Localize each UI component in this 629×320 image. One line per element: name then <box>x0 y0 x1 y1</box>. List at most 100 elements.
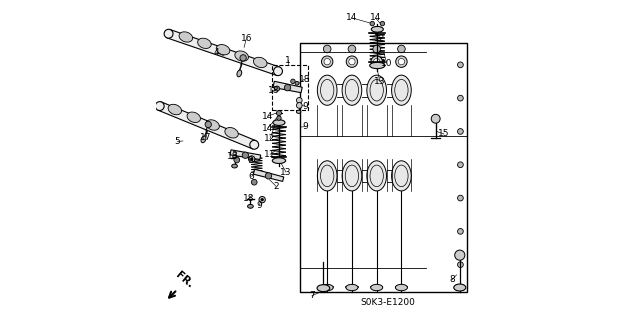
Bar <box>272 66 308 110</box>
Text: 4: 4 <box>214 48 220 57</box>
Ellipse shape <box>346 284 358 291</box>
Circle shape <box>457 262 464 268</box>
Text: 18: 18 <box>227 152 238 161</box>
Ellipse shape <box>370 62 385 69</box>
Circle shape <box>296 98 302 103</box>
Circle shape <box>371 56 382 68</box>
Ellipse shape <box>392 75 411 105</box>
Text: 15: 15 <box>438 130 450 139</box>
Ellipse shape <box>318 75 337 105</box>
Ellipse shape <box>237 70 242 77</box>
Text: 13: 13 <box>280 168 292 177</box>
Ellipse shape <box>273 120 285 125</box>
Circle shape <box>277 116 281 120</box>
Text: 9: 9 <box>302 101 308 111</box>
Ellipse shape <box>392 161 411 191</box>
Text: S0K3-E1200: S0K3-E1200 <box>360 298 415 307</box>
Circle shape <box>261 198 264 201</box>
Circle shape <box>155 102 164 110</box>
Text: 14: 14 <box>346 13 358 22</box>
Ellipse shape <box>253 57 267 68</box>
Circle shape <box>323 45 331 53</box>
Circle shape <box>259 196 265 203</box>
Ellipse shape <box>342 75 362 105</box>
Text: 8: 8 <box>449 276 455 284</box>
Text: 18: 18 <box>268 86 280 95</box>
Bar <box>300 43 467 292</box>
Ellipse shape <box>370 284 382 291</box>
Circle shape <box>457 195 464 201</box>
Polygon shape <box>253 169 284 181</box>
Circle shape <box>457 228 464 234</box>
Text: 7: 7 <box>309 291 315 300</box>
Text: 11: 11 <box>264 150 276 159</box>
Text: 3: 3 <box>231 151 237 160</box>
Circle shape <box>398 59 404 65</box>
Circle shape <box>324 59 330 65</box>
Text: 17: 17 <box>200 133 212 142</box>
Circle shape <box>457 129 464 134</box>
Circle shape <box>348 45 356 53</box>
Circle shape <box>370 21 374 26</box>
Circle shape <box>374 59 380 65</box>
Circle shape <box>373 45 381 53</box>
Circle shape <box>455 250 465 260</box>
Ellipse shape <box>225 127 238 138</box>
Text: 12: 12 <box>374 34 386 43</box>
Text: 14: 14 <box>262 112 273 121</box>
Circle shape <box>346 56 358 68</box>
Ellipse shape <box>201 136 206 143</box>
Circle shape <box>252 179 257 185</box>
Circle shape <box>457 95 464 101</box>
Circle shape <box>296 103 302 108</box>
Ellipse shape <box>317 285 330 292</box>
Ellipse shape <box>396 284 408 291</box>
Ellipse shape <box>187 112 201 123</box>
Circle shape <box>348 59 355 65</box>
Circle shape <box>398 45 405 53</box>
Circle shape <box>242 152 248 158</box>
Circle shape <box>457 62 464 68</box>
Text: 12: 12 <box>264 134 276 143</box>
Circle shape <box>431 114 440 123</box>
Circle shape <box>321 56 333 68</box>
Text: 18: 18 <box>299 75 310 84</box>
Circle shape <box>234 157 240 163</box>
Text: 14: 14 <box>262 124 273 133</box>
Text: 2: 2 <box>273 181 279 190</box>
Circle shape <box>248 156 255 162</box>
Text: 1: 1 <box>285 56 291 65</box>
Text: 14: 14 <box>370 13 381 22</box>
Ellipse shape <box>342 161 362 191</box>
Circle shape <box>205 121 211 128</box>
Ellipse shape <box>198 38 211 48</box>
Circle shape <box>276 110 282 116</box>
Text: 9: 9 <box>257 201 262 210</box>
Ellipse shape <box>206 120 220 130</box>
Ellipse shape <box>454 284 466 291</box>
Circle shape <box>457 162 464 168</box>
Polygon shape <box>167 29 279 76</box>
Text: 9: 9 <box>302 122 308 131</box>
Ellipse shape <box>272 158 286 164</box>
Text: 5: 5 <box>175 137 181 146</box>
Text: 9: 9 <box>248 156 253 165</box>
Circle shape <box>240 55 247 61</box>
Circle shape <box>274 67 282 76</box>
Ellipse shape <box>296 110 301 113</box>
Polygon shape <box>158 102 256 149</box>
Circle shape <box>164 29 173 38</box>
Circle shape <box>284 84 291 91</box>
Ellipse shape <box>367 161 386 191</box>
Circle shape <box>250 158 253 160</box>
Ellipse shape <box>179 32 192 42</box>
Circle shape <box>274 86 280 91</box>
Ellipse shape <box>231 164 237 168</box>
Circle shape <box>291 79 295 84</box>
Ellipse shape <box>235 51 248 61</box>
Text: 6: 6 <box>249 172 255 181</box>
Text: FR.: FR. <box>174 270 194 290</box>
Text: 13: 13 <box>374 77 386 86</box>
Circle shape <box>380 21 384 26</box>
Circle shape <box>295 81 299 85</box>
